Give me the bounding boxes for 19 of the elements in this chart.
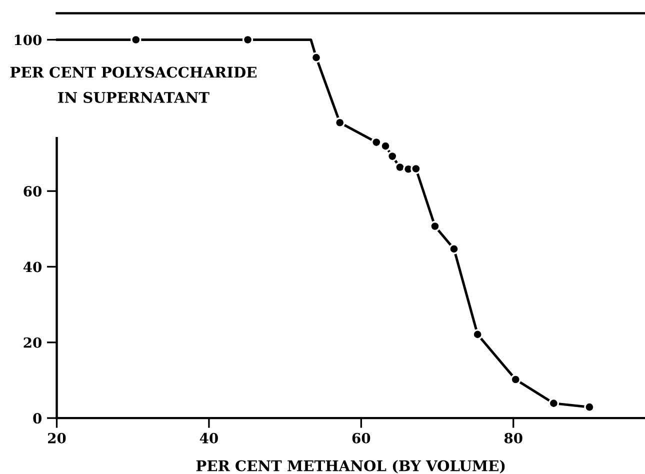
y-tick-label: 40: [23, 262, 42, 272]
x-tick-label: 60: [352, 432, 370, 444]
y-tick-label: 100: [14, 34, 42, 46]
point: [448, 244, 460, 254]
x-tick-label: 40: [200, 432, 218, 444]
point: [510, 374, 521, 385]
point: [430, 220, 440, 232]
x-tick-label: 20: [48, 432, 66, 444]
y-tick-label: 0: [33, 413, 42, 424]
point: [472, 329, 483, 340]
y-tick-label: 20: [24, 337, 42, 348]
x-axis-title: PER CENT METHANOL (BY VOLUME): [196, 460, 505, 474]
point: [584, 402, 595, 412]
y-axis-title: PER CENT POLYSACCHARIDE IN SUPERNATANT: [10, 66, 256, 103]
x-tick-label: 80: [504, 432, 522, 444]
point: [380, 140, 391, 152]
point: [334, 117, 346, 128]
y-tick-label: 60: [24, 186, 42, 197]
point: [387, 150, 398, 162]
